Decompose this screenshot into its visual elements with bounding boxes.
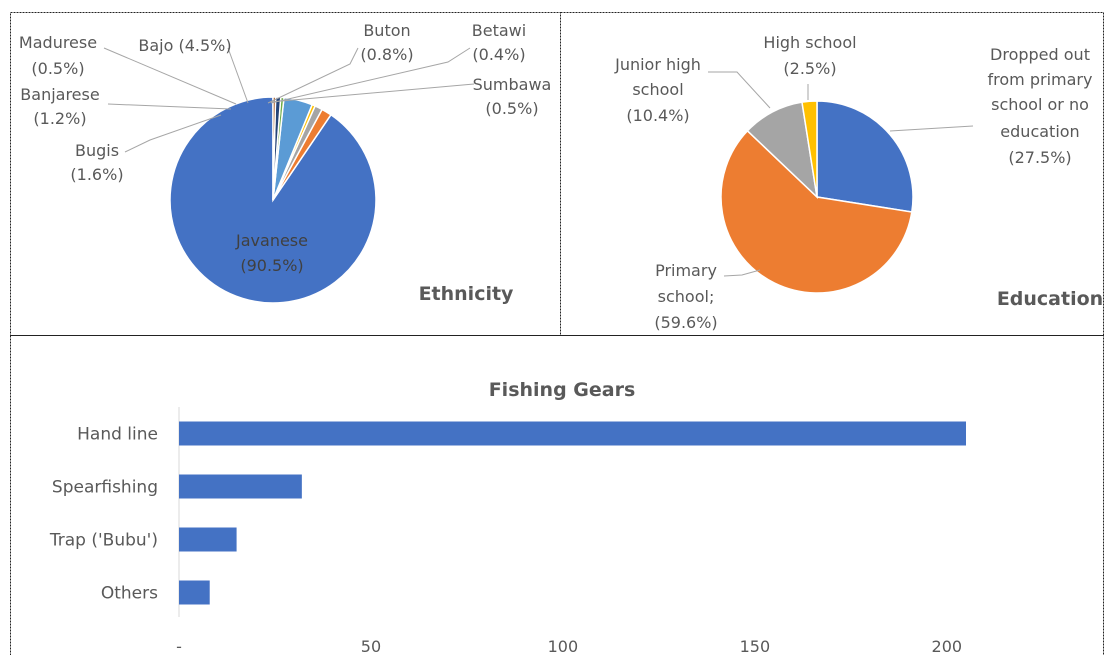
category-label-others: Others xyxy=(101,584,158,604)
education-panel-border xyxy=(560,12,1104,336)
label-madurese-name: Madurese xyxy=(19,33,97,52)
education-pie xyxy=(720,100,914,294)
label-high-school-line1: High school xyxy=(763,33,856,52)
education-leader-lines xyxy=(708,71,974,277)
leader-buton xyxy=(267,47,359,104)
leader-primary xyxy=(723,269,761,277)
leader-banjarese xyxy=(107,103,232,110)
bar-trap-bubu xyxy=(179,527,237,552)
label-dropped-out-line2: from primary xyxy=(988,70,1093,89)
label-javanese-pct: (90.5%) xyxy=(240,256,303,275)
category-label-trap-bubu: Trap ('Bubu') xyxy=(49,531,158,551)
education-slice-primary-school xyxy=(720,129,913,294)
label-banjarese-pct: (1.2%) xyxy=(33,109,86,128)
education-slice-dropped-out-from-primary-school-or-no-education xyxy=(816,100,914,213)
label-primary-line2: school; xyxy=(658,287,715,306)
label-sumbawa-pct: (0.5%) xyxy=(485,99,538,118)
panel-borders xyxy=(10,12,1104,655)
x-tick-: - xyxy=(176,637,182,655)
fishing-category-labels: Hand line Spearfishing Trap ('Bubu') Others xyxy=(49,425,158,604)
label-betawi-name: Betawi xyxy=(472,21,526,40)
label-bugis-name: Bugis xyxy=(75,141,119,160)
fishing-gears-title: Fishing Gears xyxy=(489,379,636,401)
label-junior-high-line1: Junior high xyxy=(614,55,701,74)
label-bugis-pct: (1.6%) xyxy=(70,165,123,184)
ethnicity-labels: Madurese (0.5%) Bajo (4.5%) Banjarese (1… xyxy=(19,21,551,305)
education-labels: Dropped out from primary school or no ed… xyxy=(614,33,1103,332)
label-madurese-pct: (0.5%) xyxy=(31,59,84,78)
bar-spearfishing xyxy=(179,474,302,499)
label-dropped-out-line1: Dropped out xyxy=(990,45,1090,64)
leader-betawi xyxy=(270,47,471,104)
label-banjarese-name: Banjarese xyxy=(20,85,99,104)
label-high-school-line2: (2.5%) xyxy=(783,59,836,78)
label-junior-high-line3: (10.4%) xyxy=(626,106,689,125)
fishing-x-ticks: - 50 100 150 200 xyxy=(176,637,962,655)
leader-bugis xyxy=(124,114,222,153)
category-label-hand-line: Hand line xyxy=(77,425,158,445)
ethnicity-title: Ethnicity xyxy=(419,283,514,305)
label-bajo: Bajo (4.5%) xyxy=(138,36,231,55)
ethnicity-slice-betawi xyxy=(272,96,277,201)
x-tick-150: 150 xyxy=(740,637,771,655)
bar-others xyxy=(179,580,210,605)
label-betawi-pct: (0.4%) xyxy=(472,45,525,64)
leader-dropped-out xyxy=(889,125,974,132)
leader-sumbawa xyxy=(269,83,475,103)
ethnicity-pie xyxy=(169,96,377,304)
label-primary-line1: Primary xyxy=(655,261,717,280)
x-tick-200: 200 xyxy=(932,637,963,655)
label-buton-pct: (0.8%) xyxy=(360,45,413,64)
leader-junior-high xyxy=(708,71,771,109)
label-javanese-name: Javanese xyxy=(235,231,308,250)
label-buton-name: Buton xyxy=(363,21,410,40)
label-junior-high-line2: school xyxy=(632,80,683,99)
x-tick-50: 50 xyxy=(361,637,381,655)
label-dropped-out-line5: (27.5%) xyxy=(1008,148,1071,167)
education-title: Education xyxy=(997,288,1103,310)
label-primary-line3: (59.6%) xyxy=(654,313,717,332)
label-sumbawa-name: Sumbawa xyxy=(473,75,552,94)
label-dropped-out-line4: education xyxy=(1000,122,1079,141)
bar-hand-line xyxy=(179,421,966,446)
x-tick-100: 100 xyxy=(548,637,579,655)
ethnicity-leader-lines xyxy=(103,47,475,153)
fishing-bars xyxy=(179,421,966,605)
education-slice-high-school xyxy=(801,100,818,198)
leader-madurese xyxy=(103,47,237,105)
leader-bajo xyxy=(227,47,249,104)
category-label-spearfishing: Spearfishing xyxy=(52,478,158,498)
label-dropped-out-line3: school or no xyxy=(991,95,1089,114)
